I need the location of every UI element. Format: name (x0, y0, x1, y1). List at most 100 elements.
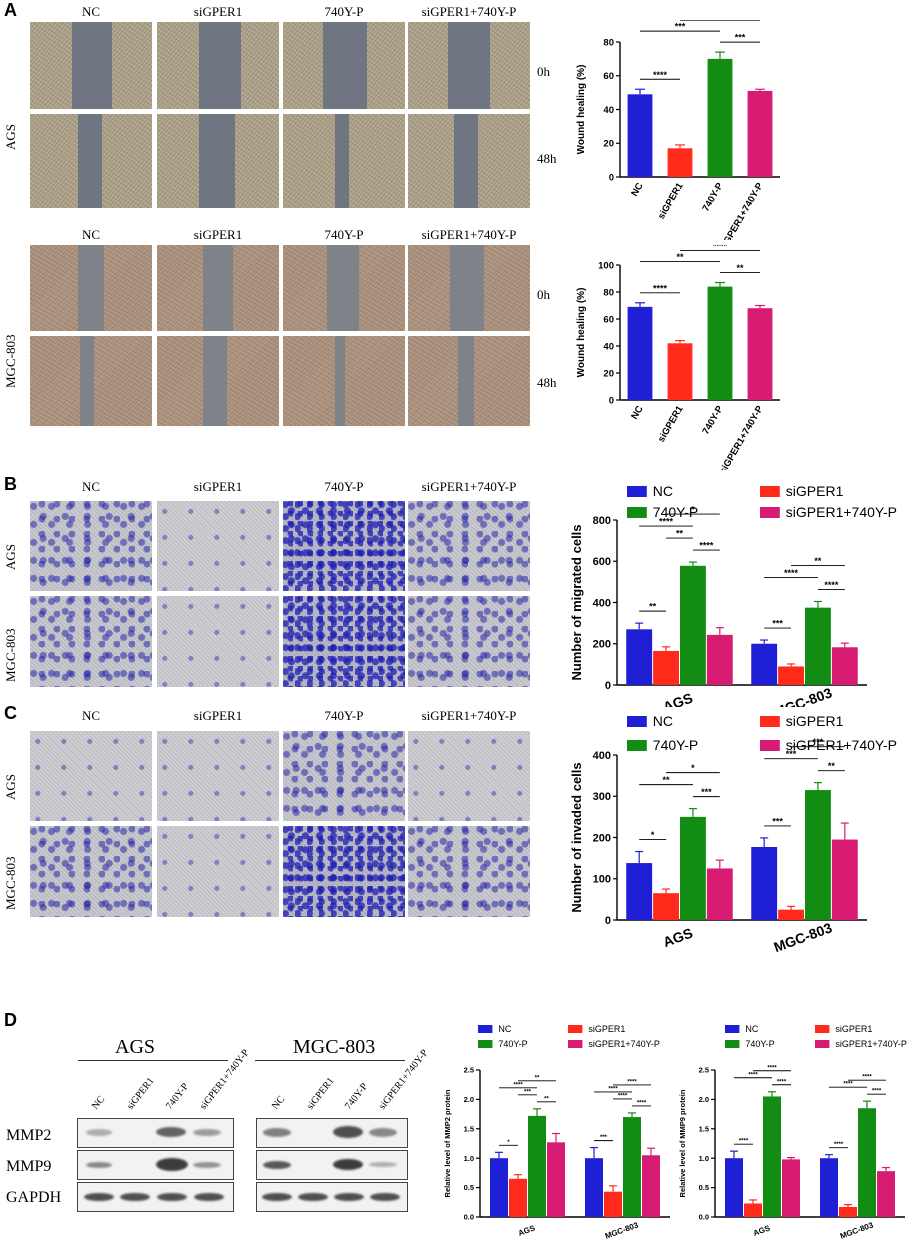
wound-image-mgc-740yp-48h (283, 336, 405, 426)
migration-image-ags-740yp (283, 501, 405, 591)
bar (747, 308, 773, 400)
x-tick-label: siGPER1+740Y-P (718, 180, 766, 240)
row-label-mgc803: MGC-803 (3, 856, 18, 910)
migration-image-mgc-740yp (283, 596, 405, 687)
significance-stars: * (651, 830, 655, 840)
wound-image-mgc-nc-0h (30, 245, 152, 331)
legend-swatch (725, 1040, 740, 1048)
significance-stars: * (691, 763, 695, 773)
col-label: NC (81, 479, 101, 494)
significance-stars: **** (608, 1086, 618, 1092)
time-label-0h: 0h (537, 64, 550, 79)
wound-image-mgc-sigper1-0h (157, 245, 279, 331)
significance-stars: **** (872, 1089, 882, 1095)
bar (707, 58, 733, 177)
significance-stars: ** (828, 761, 836, 771)
migration-image-mgc-nc (30, 596, 152, 687)
significance-stars: **** (777, 1079, 787, 1085)
bar (626, 629, 653, 685)
legend-label: NC (745, 1024, 758, 1034)
legend-label: NC (653, 713, 673, 729)
blot-group-line (255, 1060, 405, 1061)
significance-stars: **** (862, 1075, 872, 1081)
x-tick-label: NC (629, 404, 645, 422)
significance-stars: **** (713, 245, 728, 251)
y-tick-label: 0 (609, 172, 614, 183)
legend-swatch (725, 1025, 740, 1033)
wound-image-ags-740yp-48h (283, 114, 405, 208)
row-label-mgc803: MGC-803 (3, 628, 18, 682)
invasion-image-ags-nc (30, 731, 152, 821)
significance-stars: *** (786, 749, 797, 759)
lane-label: siGPER1+740Y-P (377, 1047, 431, 1112)
col-label: siGPER1+740Y-P (421, 708, 517, 723)
legend-label: 740Y-P (653, 737, 698, 753)
bar (858, 1108, 876, 1217)
time-label-48h: 48h (537, 375, 557, 390)
significance-stars: ** (544, 1096, 549, 1102)
y-tick-label: 60 (603, 71, 614, 82)
significance-stars: **** (513, 1082, 523, 1088)
significance-stars: ** (649, 602, 657, 612)
significance-stars: **** (659, 517, 674, 527)
significance-stars: ** (736, 263, 744, 273)
legend-swatch (568, 1025, 583, 1033)
significance-stars: **** (653, 70, 668, 80)
significance-stars: **** (713, 20, 728, 21)
legend-label: siGPER1 (786, 713, 844, 729)
bar (642, 1155, 660, 1217)
col-label: siGPER1+740Y-P (421, 479, 517, 494)
y-tick-label: 2.0 (699, 1095, 709, 1104)
significance-stars: **** (627, 1079, 637, 1085)
significance-stars: *** (524, 1089, 532, 1095)
x-tick-label: siGPER1+740Y-P (718, 403, 766, 470)
legend-swatch (627, 716, 647, 727)
time-label-48h: 48h (537, 151, 557, 166)
legend-label: siGPER1+740Y-P (835, 1039, 906, 1049)
invasion-image-ags-sigper1 (157, 731, 279, 821)
mmp9-chart: 0.0 0.5 1.0 1.5 2.0 2.5 Relative level of MMP9… (678, 1024, 907, 1241)
y-tick-label: 400 (593, 750, 611, 762)
significance-stars: ** (676, 252, 684, 262)
y-tick-label: 100 (598, 260, 614, 271)
x-group-label: AGS (517, 1223, 537, 1238)
bar (877, 1171, 895, 1217)
bar (653, 893, 679, 920)
legend-label: siGPER1 (588, 1024, 625, 1034)
col-label: siGPER1 (193, 4, 243, 19)
legend-label: NC (653, 483, 673, 499)
blot-gapdh-ags (77, 1182, 234, 1212)
legend-swatch (478, 1040, 493, 1048)
y-tick-label: 0 (605, 915, 611, 927)
bar (805, 790, 831, 920)
significance-stars: *** (675, 22, 686, 32)
bar (680, 816, 706, 920)
significance-stars: **** (699, 541, 714, 551)
migration-image-ags-nc (30, 501, 152, 591)
blot-group-ags: AGS (115, 1036, 156, 1058)
y-axis-label: Wound healing (%) (576, 288, 587, 378)
x-tick-label: siGPER1 (656, 403, 686, 444)
y-tick-label: 20 (603, 139, 614, 150)
legend-label: siGPER1+740Y-P (786, 504, 897, 520)
x-group-label: MGC-803 (604, 1220, 640, 1241)
y-tick-label: 300 (593, 791, 611, 803)
protein-label-mmp2: MMP2 (6, 1127, 52, 1144)
legend-label: siGPER1+740Y-P (588, 1039, 659, 1049)
y-tick-label: 40 (603, 105, 614, 116)
legend-swatch (760, 740, 780, 751)
migration-image-mgc-combo (408, 596, 530, 687)
bar (623, 1117, 641, 1217)
lane-label: NC (270, 1094, 288, 1112)
lane-label: siGPER1 (125, 1075, 157, 1112)
significance-stars: ** (676, 529, 684, 539)
y-tick-label: 400 (593, 597, 611, 609)
col-label: siGPER1 (193, 227, 243, 242)
y-tick-label: 0.0 (464, 1213, 474, 1222)
bar (763, 1096, 781, 1217)
legend-label: siGPER1 (835, 1024, 872, 1034)
y-tick-label: 1.5 (464, 1124, 474, 1133)
x-group-label: MGC-803 (772, 684, 835, 707)
col-label: NC (81, 227, 101, 242)
x-tick-label: 740Y-P (700, 180, 725, 213)
